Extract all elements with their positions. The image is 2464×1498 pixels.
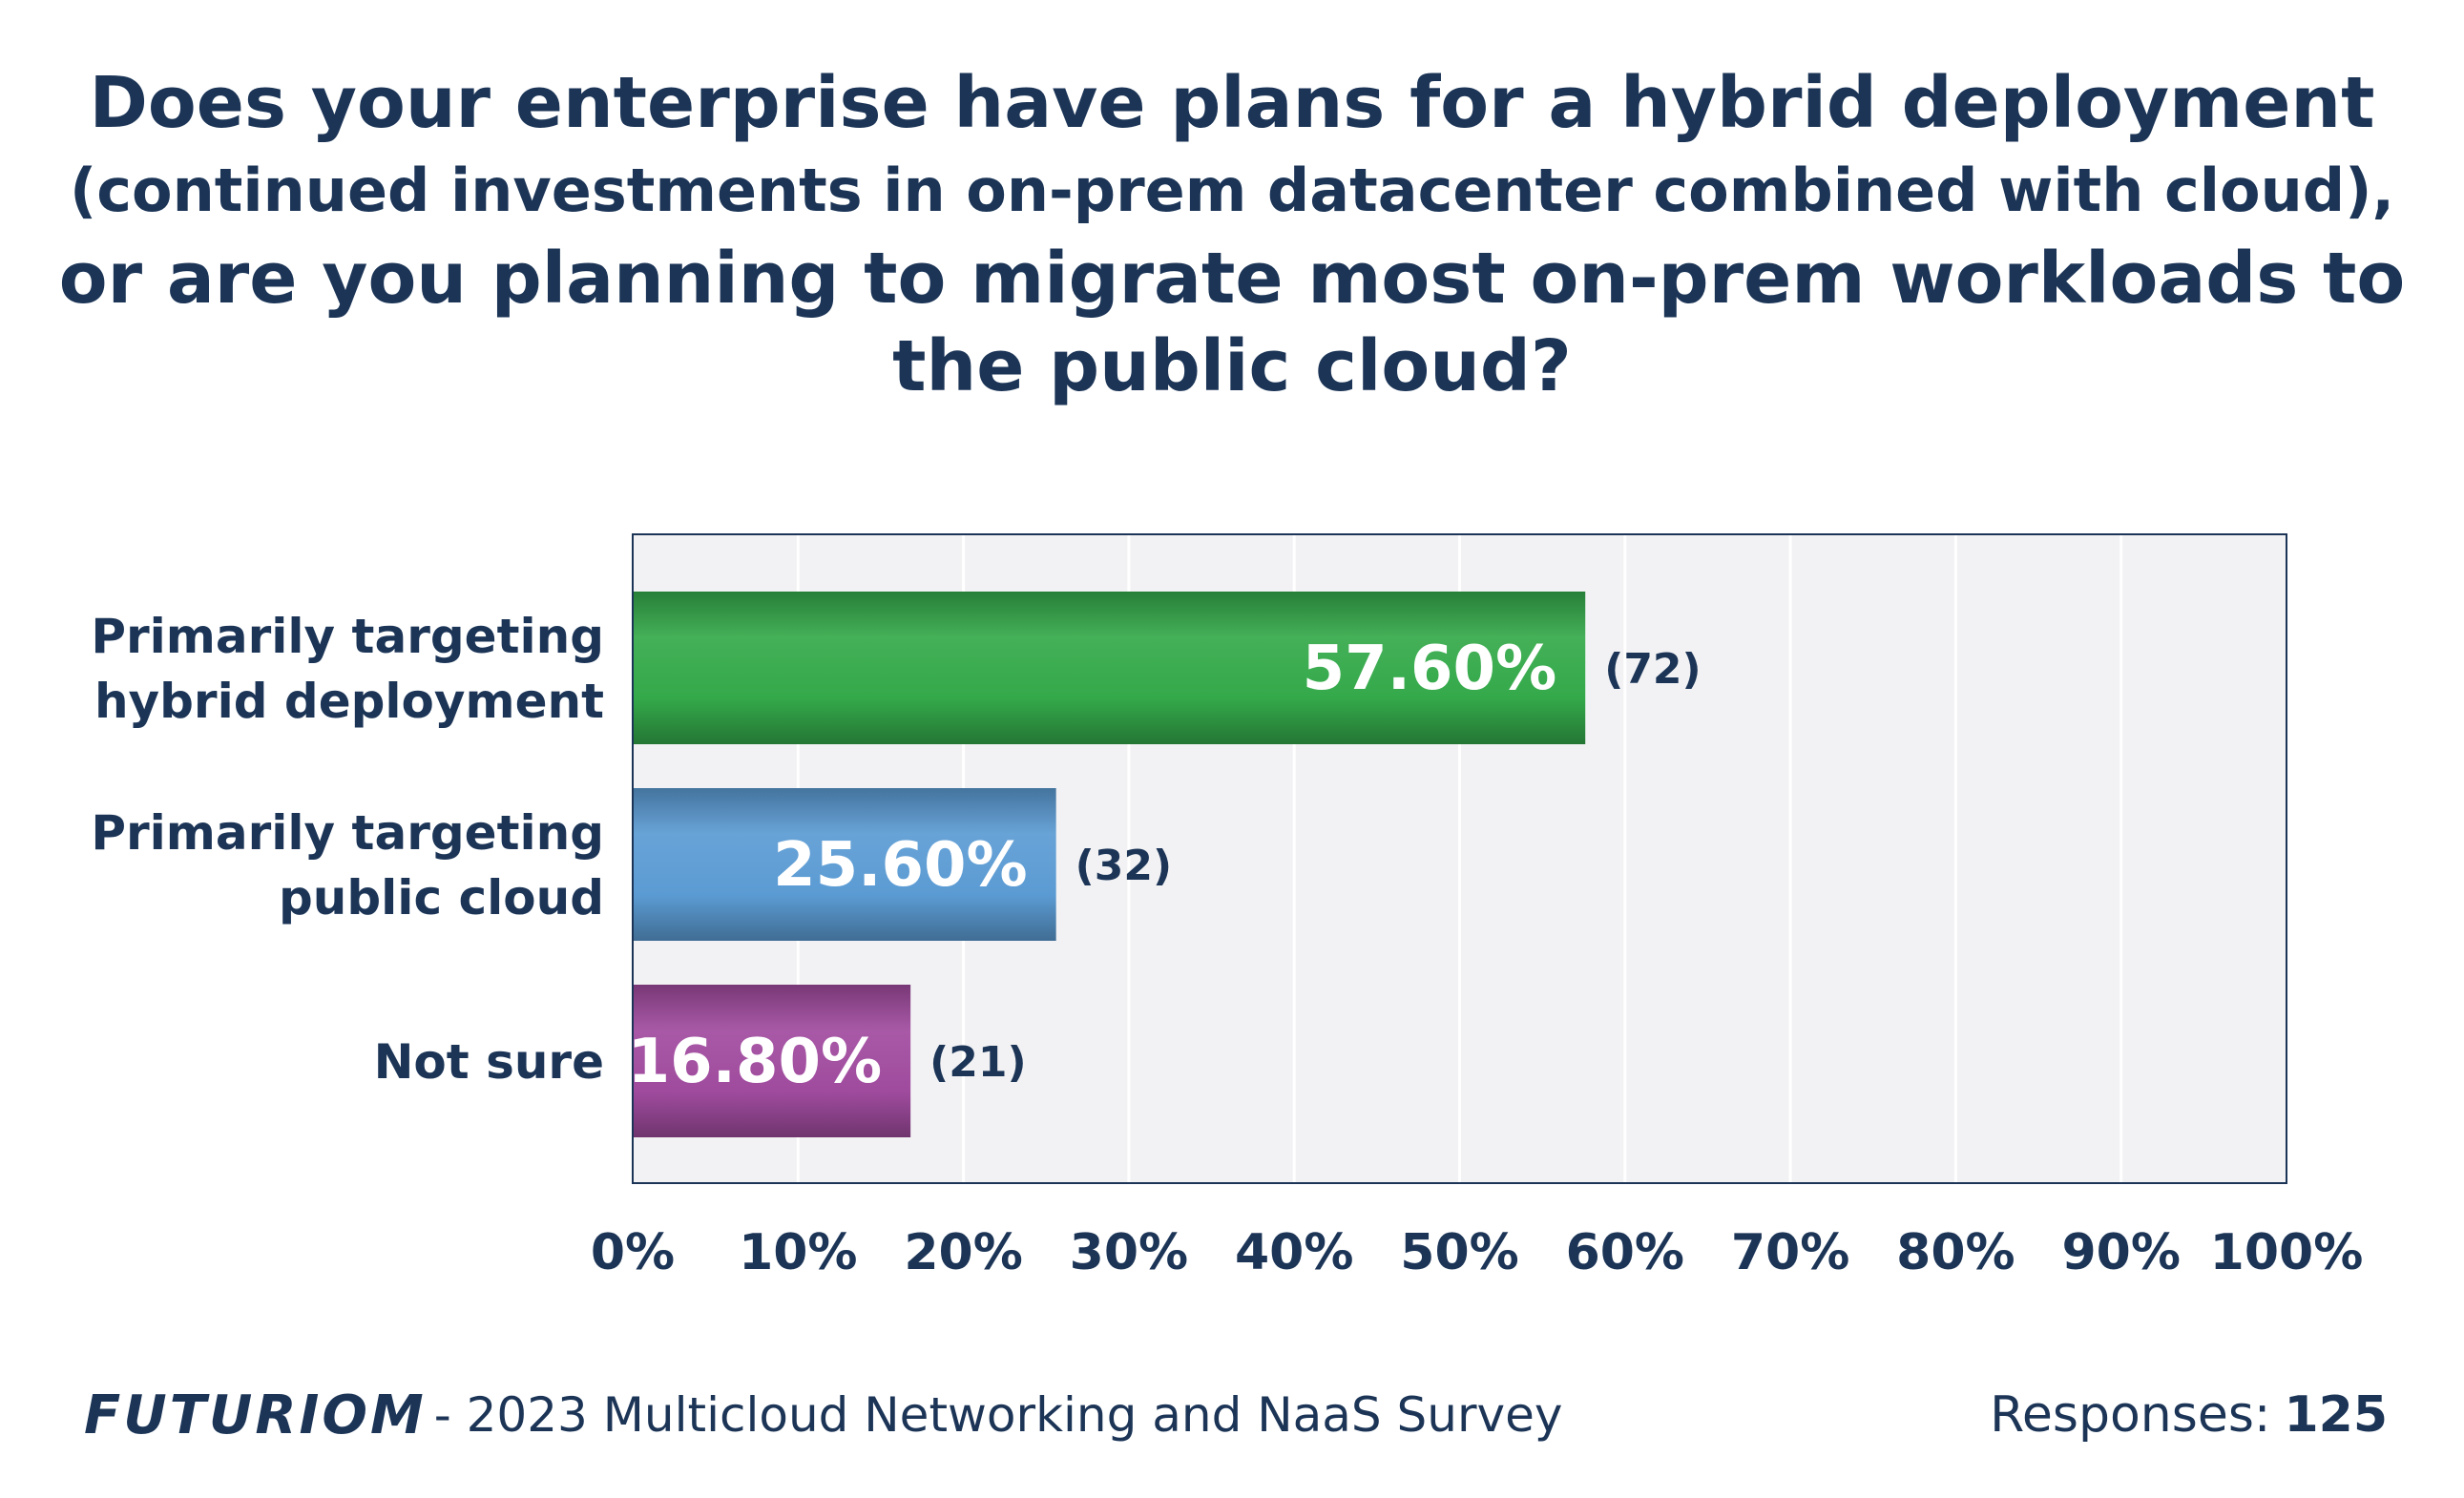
x-tick-label: 30% (1070, 1224, 1188, 1281)
responses-value: 125 (2284, 1386, 2388, 1444)
category-label: hybrid deployment (94, 674, 604, 729)
bar-count-label: (72) (1604, 645, 1701, 694)
futuriom-logo: FUTURIOM (84, 1384, 427, 1446)
plot-frame (632, 533, 2287, 1184)
category-label: Primarily targeting (91, 805, 604, 861)
category-label: Not sure (374, 1034, 604, 1090)
x-tick-label: 10% (739, 1224, 857, 1281)
x-tick-label: 20% (904, 1224, 1022, 1281)
bar-1 (633, 592, 1586, 744)
category-label: Primarily targeting (91, 609, 604, 664)
title-line-1: Does your enterprise have plans for a hy… (89, 62, 2375, 144)
bar-value-label: 16.80% (628, 1027, 883, 1097)
bar-3 (633, 985, 911, 1137)
bar-2 (633, 788, 1056, 941)
chart-title: Does your enterprise have plans for a hy… (57, 59, 2407, 410)
category-label: public cloud (279, 870, 604, 926)
x-tick-label: 0% (591, 1224, 675, 1281)
x-tick-label: 50% (1400, 1224, 1518, 1281)
x-tick-label: 40% (1235, 1224, 1353, 1281)
x-tick-label: 100% (2210, 1224, 2364, 1281)
footer-source: FUTURIOM - 2023 Multicloud Networking an… (84, 1382, 1562, 1448)
survey-name: - 2023 Multicloud Networking and NaaS Su… (433, 1387, 1563, 1443)
title-line-4: the public cloud? (892, 325, 1572, 407)
title-line-3: or are you planning to migrate most on-p… (58, 238, 2406, 320)
bar-count-label: (32) (1075, 842, 1172, 890)
bar-value-label: 57.60% (1303, 634, 1557, 704)
bar-count-label: (21) (929, 1038, 1026, 1087)
bar-chart: 57.60% (72) Primarily targeting hybrid depl… (91, 533, 2364, 1281)
x-tick-label: 60% (1566, 1224, 1684, 1281)
responses-count: Responses: 125 (1990, 1382, 2388, 1448)
x-tick-label: 90% (2061, 1224, 2180, 1281)
x-tick-label: 70% (1731, 1224, 1849, 1281)
bar-value-label: 25.60% (773, 830, 1028, 901)
title-line-2: (continued investments in on-prem datace… (69, 156, 2395, 225)
x-tick-label: 80% (1896, 1224, 2015, 1281)
responses-label: Responses: (1990, 1386, 2271, 1444)
